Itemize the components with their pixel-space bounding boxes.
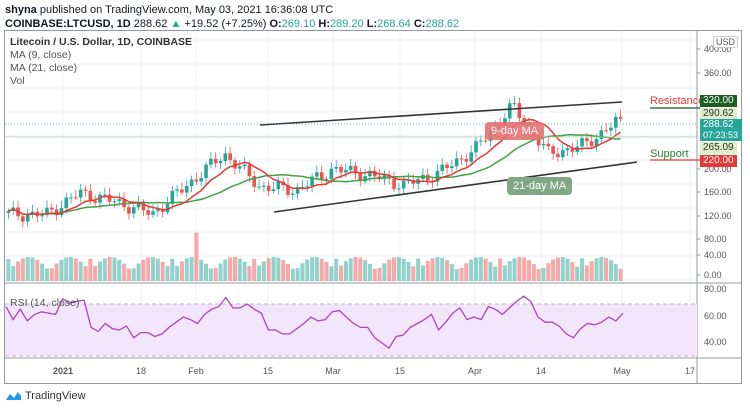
svg-text:May: May [613, 366, 631, 376]
svg-text:Apr: Apr [468, 366, 482, 376]
resistance-label: Resistance [650, 95, 705, 107]
svg-text:Feb: Feb [188, 366, 204, 376]
support-price-tag: 220.00 [700, 155, 737, 167]
open-label: O: [269, 18, 282, 30]
tradingview-logo[interactable]: TradingView [4, 390, 86, 402]
legend-ma21[interactable]: MA (21, close) [10, 62, 78, 74]
up-arrow-icon: ▲ [170, 18, 182, 30]
svg-text:2021: 2021 [53, 366, 73, 376]
svg-text:120.00: 120.00 [704, 211, 732, 221]
high-value: 289.20 [330, 18, 364, 30]
svg-text:14: 14 [536, 366, 546, 376]
ma9-callout: 9-day MA [485, 122, 545, 140]
svg-text:15: 15 [263, 366, 273, 376]
legend-rsi[interactable]: RSI (14, close) [10, 297, 80, 309]
publish-info: shyna published on TradingView.com, May … [5, 4, 333, 16]
svg-text:40.00: 40.00 [704, 250, 727, 260]
resistance-price-tag: 320.00 [700, 95, 737, 107]
tradingview-cloud-icon [6, 392, 21, 400]
last-price-tag: 288.62 07:23:53 [700, 119, 742, 141]
chart-frame[interactable] [4, 30, 742, 384]
open-value: 269.10 [281, 18, 316, 30]
ma-price-tag: 265.09 [700, 142, 737, 154]
currency-label[interactable]: USD [713, 36, 739, 48]
price-change: +19.52 (+7.25%) [184, 18, 267, 30]
symbol-ohlc-bar: COINBASE:LTCUSD, 1D 288.62 ▲ +19.52 (+7.… [5, 18, 459, 30]
last-price: 288.62 [133, 18, 168, 30]
svg-text:400.00: 400.00 [704, 44, 732, 54]
svg-text:60.00: 60.00 [704, 311, 727, 321]
high-label: H: [318, 18, 331, 30]
low-value: 268.64 [377, 18, 411, 30]
svg-text:0.00: 0.00 [704, 270, 722, 280]
svg-text:15: 15 [395, 366, 405, 376]
symbol-label: COINBASE:LTCUSD, 1D [5, 18, 131, 30]
support-label: Support [650, 148, 689, 160]
low-label: L: [366, 18, 378, 30]
high-price-tag: 290.62 [700, 108, 737, 120]
svg-text:80.00: 80.00 [704, 284, 727, 294]
last-price-value: 288.62 [703, 119, 734, 130]
svg-text:40.00: 40.00 [704, 337, 727, 347]
close-value: 288.62 [425, 18, 460, 30]
close-label: C: [413, 18, 426, 30]
svg-text:Mar: Mar [325, 366, 341, 376]
legend-vol[interactable]: Vol [10, 75, 25, 87]
chart-legend: Litecoin / U.S. Dollar, 1D, COINBASE MA … [10, 36, 192, 88]
legend-title: Litecoin / U.S. Dollar, 1D, COINBASE [10, 36, 193, 48]
svg-text:200.00: 200.00 [704, 164, 732, 174]
ma21-callout: 21-day MA [507, 177, 573, 195]
author-name[interactable]: shyna [5, 4, 37, 16]
published-text: published on TradingView.com, May 03, 20… [39, 4, 334, 16]
bar-countdown: 07:23:53 [703, 130, 739, 140]
svg-text:360.00: 360.00 [704, 68, 732, 78]
svg-text:80.00: 80.00 [704, 234, 727, 244]
tradingview-brand: TradingView [25, 390, 86, 402]
svg-text:160.00: 160.00 [704, 187, 732, 197]
legend-ma9[interactable]: MA (9, close) [10, 49, 72, 61]
svg-text:18: 18 [136, 366, 146, 376]
svg-text:17: 17 [685, 366, 695, 376]
